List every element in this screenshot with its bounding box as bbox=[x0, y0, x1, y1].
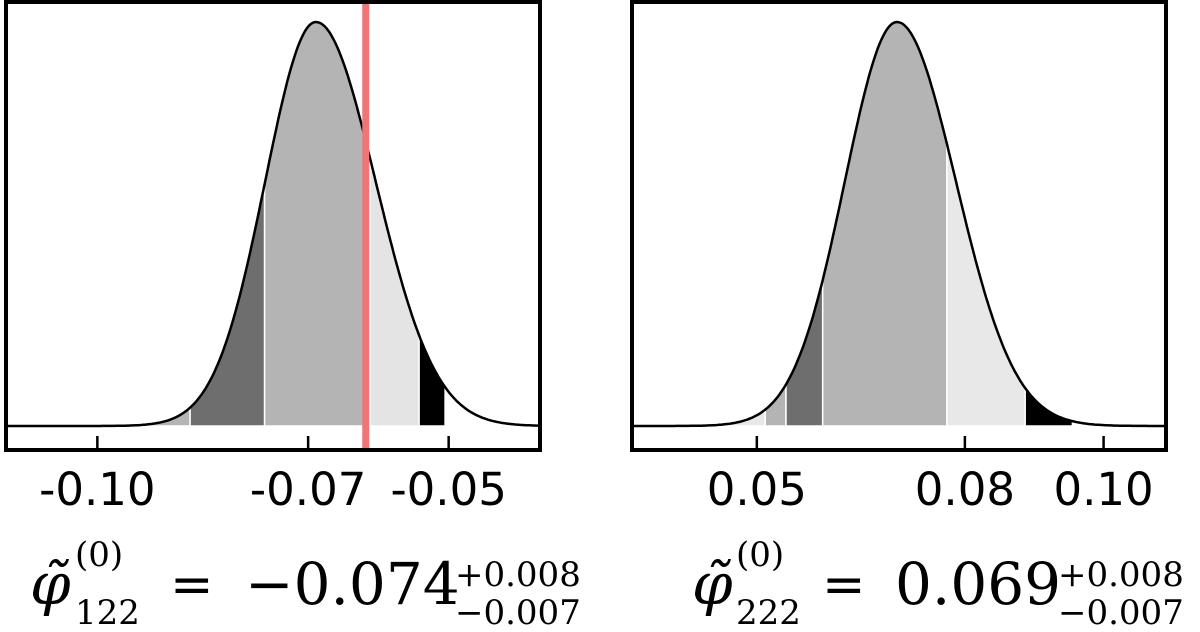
x-tick-label-3: 0.10 bbox=[1053, 463, 1153, 516]
lower-error: −0.007 bbox=[1058, 593, 1184, 632]
equals-sign: = bbox=[822, 555, 866, 615]
density-curve bbox=[6, 20, 540, 428]
posterior-panel-phi222: 0.05 0.08 0.10 φ̃ (0) 222 = 0.069 +0.008 −… bbox=[630, 0, 1184, 632]
upper-error: +0.008 bbox=[455, 555, 581, 595]
axes-frame bbox=[630, 0, 1168, 452]
x-tick-labels: 0.05 0.08 0.10 bbox=[707, 463, 1154, 516]
x-tick-label-2: 0.08 bbox=[915, 463, 1015, 516]
estimate-equation: φ̃ (0) 222 = 0.069 +0.008 −0.007 bbox=[692, 535, 1184, 632]
param-subscript: 122 bbox=[75, 593, 140, 632]
estimate-value: 0.069 bbox=[895, 550, 1061, 618]
equals-sign: = bbox=[170, 555, 214, 615]
credible-band-5 bbox=[369, 157, 420, 427]
credible-band-4 bbox=[263, 21, 371, 427]
x-tick-labels: -0.10 -0.07 -0.05 bbox=[39, 463, 507, 516]
credible-bands bbox=[729, 21, 1074, 427]
estimate-value: −0.074 bbox=[245, 550, 460, 618]
x-ticks bbox=[755, 436, 1105, 450]
density-curve bbox=[632, 20, 1166, 428]
x-tick-label-3: -0.05 bbox=[390, 463, 506, 516]
lower-error: −0.007 bbox=[455, 593, 581, 632]
credible-band-4 bbox=[821, 21, 948, 427]
x-tick-label-1: 0.05 bbox=[707, 463, 807, 516]
density-curve-group bbox=[6, 20, 540, 428]
posterior-panel-phi122: -0.10 -0.07 -0.05 φ̃ (0) 122 = −0.074 +0.0… bbox=[4, 0, 581, 632]
credible-bands bbox=[107, 21, 446, 427]
credible-band-5 bbox=[946, 143, 1026, 427]
param-subscript: 222 bbox=[736, 593, 801, 632]
param-superscript: (0) bbox=[75, 535, 123, 575]
axes-frame bbox=[4, 0, 542, 452]
x-ticks bbox=[96, 436, 450, 450]
param-symbol: φ̃ bbox=[30, 550, 71, 618]
param-superscript: (0) bbox=[736, 535, 784, 575]
param-symbol: φ̃ bbox=[692, 550, 733, 618]
estimate-equation: φ̃ (0) 122 = −0.074 +0.008 −0.007 bbox=[30, 535, 581, 632]
x-tick-label-2: -0.07 bbox=[250, 463, 366, 516]
upper-error: +0.008 bbox=[1058, 555, 1184, 595]
credible-band-3 bbox=[189, 184, 266, 427]
x-tick-label-1: -0.10 bbox=[39, 463, 155, 516]
density-curve-group bbox=[632, 20, 1166, 428]
